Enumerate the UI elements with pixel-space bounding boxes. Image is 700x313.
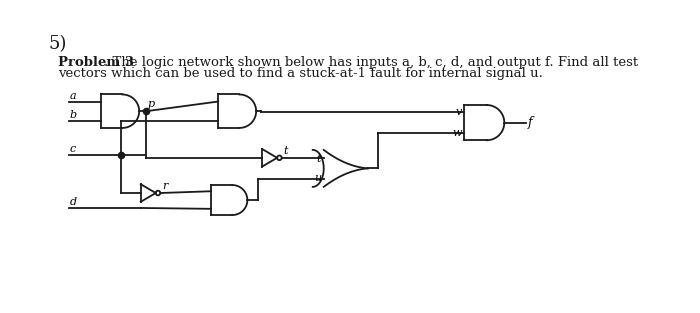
Text: w: w [452,128,462,138]
Text: d: d [69,197,76,207]
Text: c: c [69,144,76,154]
Text: 5): 5) [48,35,66,53]
Text: vectors which can be used to find a stuck-at-1 fault for internal signal u.: vectors which can be used to find a stuc… [58,67,543,80]
Text: Problem 3: Problem 3 [58,56,134,69]
Text: t: t [284,146,288,156]
Text: t: t [316,154,321,164]
Text: a: a [69,91,76,101]
Text: b: b [69,110,76,120]
Text: u: u [314,173,321,183]
Text: p: p [147,99,154,109]
Text: r: r [162,181,167,191]
Text: v: v [456,107,462,117]
Text: . The logic network shown below has inputs a, b, c, d, and output f. Find all te: . The logic network shown below has inpu… [104,56,638,69]
Text: f: f [528,116,533,129]
